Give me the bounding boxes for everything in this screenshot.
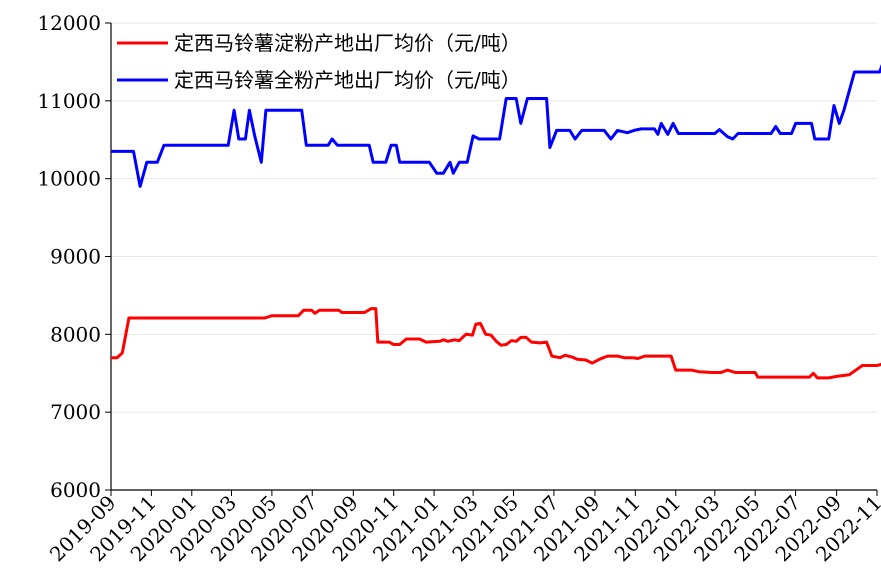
y-tick-label: 9000	[50, 245, 101, 269]
y-tick-label: 7000	[50, 400, 101, 424]
legend-label-starch: 定西马铃薯淀粉产地出厂均价（元/吨）	[174, 31, 521, 55]
y-tick-label: 11000	[37, 89, 101, 113]
legend-label-flour: 定西马铃薯全粉产地出厂均价（元/吨）	[174, 68, 521, 92]
x-axis-ticks: 2019-092019-112020-012020-032020-052020-…	[45, 490, 881, 566]
y-tick-label: 6000	[50, 478, 101, 502]
y-tick-label: 8000	[50, 322, 101, 346]
legend: 定西马铃薯淀粉产地出厂均价（元/吨） 定西马铃薯全粉产地出厂均价（元/吨）	[117, 31, 521, 92]
series-line-starch	[111, 307, 881, 380]
y-tick-label: 10000	[37, 167, 101, 191]
series-line-flour	[111, 63, 881, 188]
grid-lines	[111, 22, 877, 413]
series-lines	[111, 63, 881, 380]
y-axis-ticks: 6000 7000 8000 9000 10000 11000 12000	[37, 11, 111, 502]
y-tick-label: 12000	[37, 11, 101, 35]
